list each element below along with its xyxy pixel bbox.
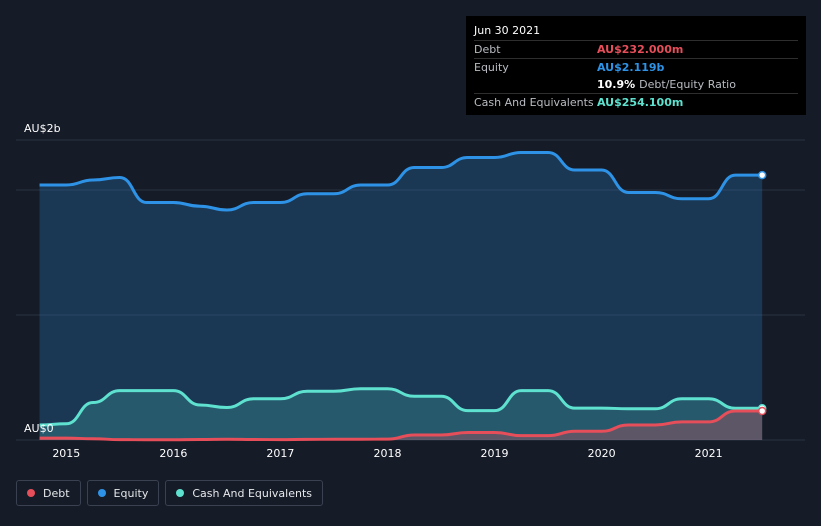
x-tick-2017: 2017	[266, 447, 294, 460]
x-axis-ticks: 2015 2016 2017 2018 2019 2020 2021	[52, 447, 722, 460]
x-tick-2020: 2020	[588, 447, 616, 460]
line-cash-and-equivalents	[39, 387, 763, 427]
x-tick-2015: 2015	[52, 447, 80, 460]
tooltip-debt-row: Debt AU$232.000m	[474, 40, 798, 58]
series-areas	[39, 152, 763, 440]
tooltip-ratio-spacer	[474, 76, 597, 93]
legend-item-cash[interactable]: Cash And Equivalents	[165, 480, 323, 506]
line-debt	[39, 409, 763, 442]
legend-label-cash: Cash And Equivalents	[192, 486, 312, 500]
area-cash-and-equivalents	[39, 388, 763, 440]
tooltip-debt-label: Debt	[474, 43, 501, 56]
y-axis-bottom-label: AU$0	[24, 422, 54, 435]
y-axis-top-label: AU$2b	[24, 122, 61, 135]
tooltip-date: Jun 30 2021	[474, 24, 541, 37]
tooltip-ratio-label: Debt/Equity Ratio	[639, 78, 736, 91]
x-tick-2016: 2016	[159, 447, 187, 460]
end-markers	[757, 170, 767, 416]
tooltip-equity-label: Equity	[474, 61, 509, 74]
legend-label-debt: Debt	[43, 486, 70, 500]
cash-dot-icon	[176, 489, 185, 497]
end-marker-equity	[757, 170, 767, 180]
tooltip-debt-value: AU$232.000m	[597, 43, 684, 56]
x-tick-2018: 2018	[373, 447, 401, 460]
tooltip-equity-row: Equity AU$2.119b	[474, 58, 798, 76]
legend: Debt Equity Cash And Equivalents	[16, 480, 323, 506]
area-equity	[39, 152, 763, 440]
tooltip: Jun 30 2021 Debt AU$232.000m Equity AU$2…	[466, 16, 806, 115]
grid-lines	[16, 139, 805, 441]
tooltip-ratio-value: 10.9%	[597, 78, 636, 91]
legend-label-equity: Equity	[113, 486, 149, 500]
x-tick-2019: 2019	[481, 447, 509, 460]
legend-item-debt[interactable]: Debt	[16, 480, 81, 506]
tooltip-cash-row: Cash And Equivalents AU$254.100m	[474, 93, 798, 111]
line-equity	[39, 151, 763, 212]
end-marker-debt	[757, 406, 767, 416]
debt-dot-icon	[27, 489, 35, 497]
tooltip-cash-value: AU$254.100m	[597, 96, 684, 109]
series-lines	[39, 151, 763, 442]
tooltip-equity-value: AU$2.119b	[597, 61, 665, 74]
tooltip-ratio-row: 10.9% Debt/Equity Ratio	[474, 76, 798, 93]
tooltip-cash-label: Cash And Equivalents	[474, 96, 594, 109]
equity-dot-icon	[97, 489, 106, 497]
legend-item-equity[interactable]: Equity	[86, 480, 160, 506]
x-tick-2021: 2021	[695, 447, 723, 460]
